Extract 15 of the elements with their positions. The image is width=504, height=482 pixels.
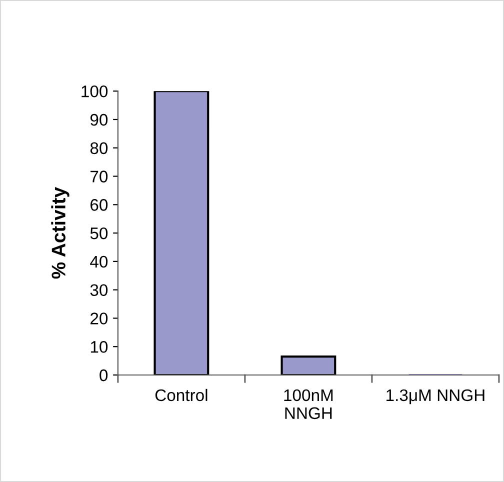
y-tick-label: 90 (90, 114, 108, 126)
y-tick-label: 80 (90, 142, 108, 154)
x-tick-label: 1.3μM NNGH (386, 389, 484, 404)
y-tick-label: 70 (90, 170, 108, 182)
y-tick-label: 60 (90, 199, 108, 211)
y-tick-label: 50 (90, 227, 108, 240)
y-tick-label: 0 (100, 369, 108, 382)
y-tick-label: 30 (90, 284, 108, 296)
y-tick-label: 40 (90, 256, 108, 268)
y-axis-title: % Activity (51, 187, 70, 279)
x-tick-label: 100nM NNGH (284, 389, 333, 420)
y-tick-label: 100 (82, 86, 108, 98)
y-tick-label: 10 (90, 341, 108, 353)
x-tick-label: Control (155, 388, 208, 402)
y-tick-label: 20 (90, 312, 108, 324)
